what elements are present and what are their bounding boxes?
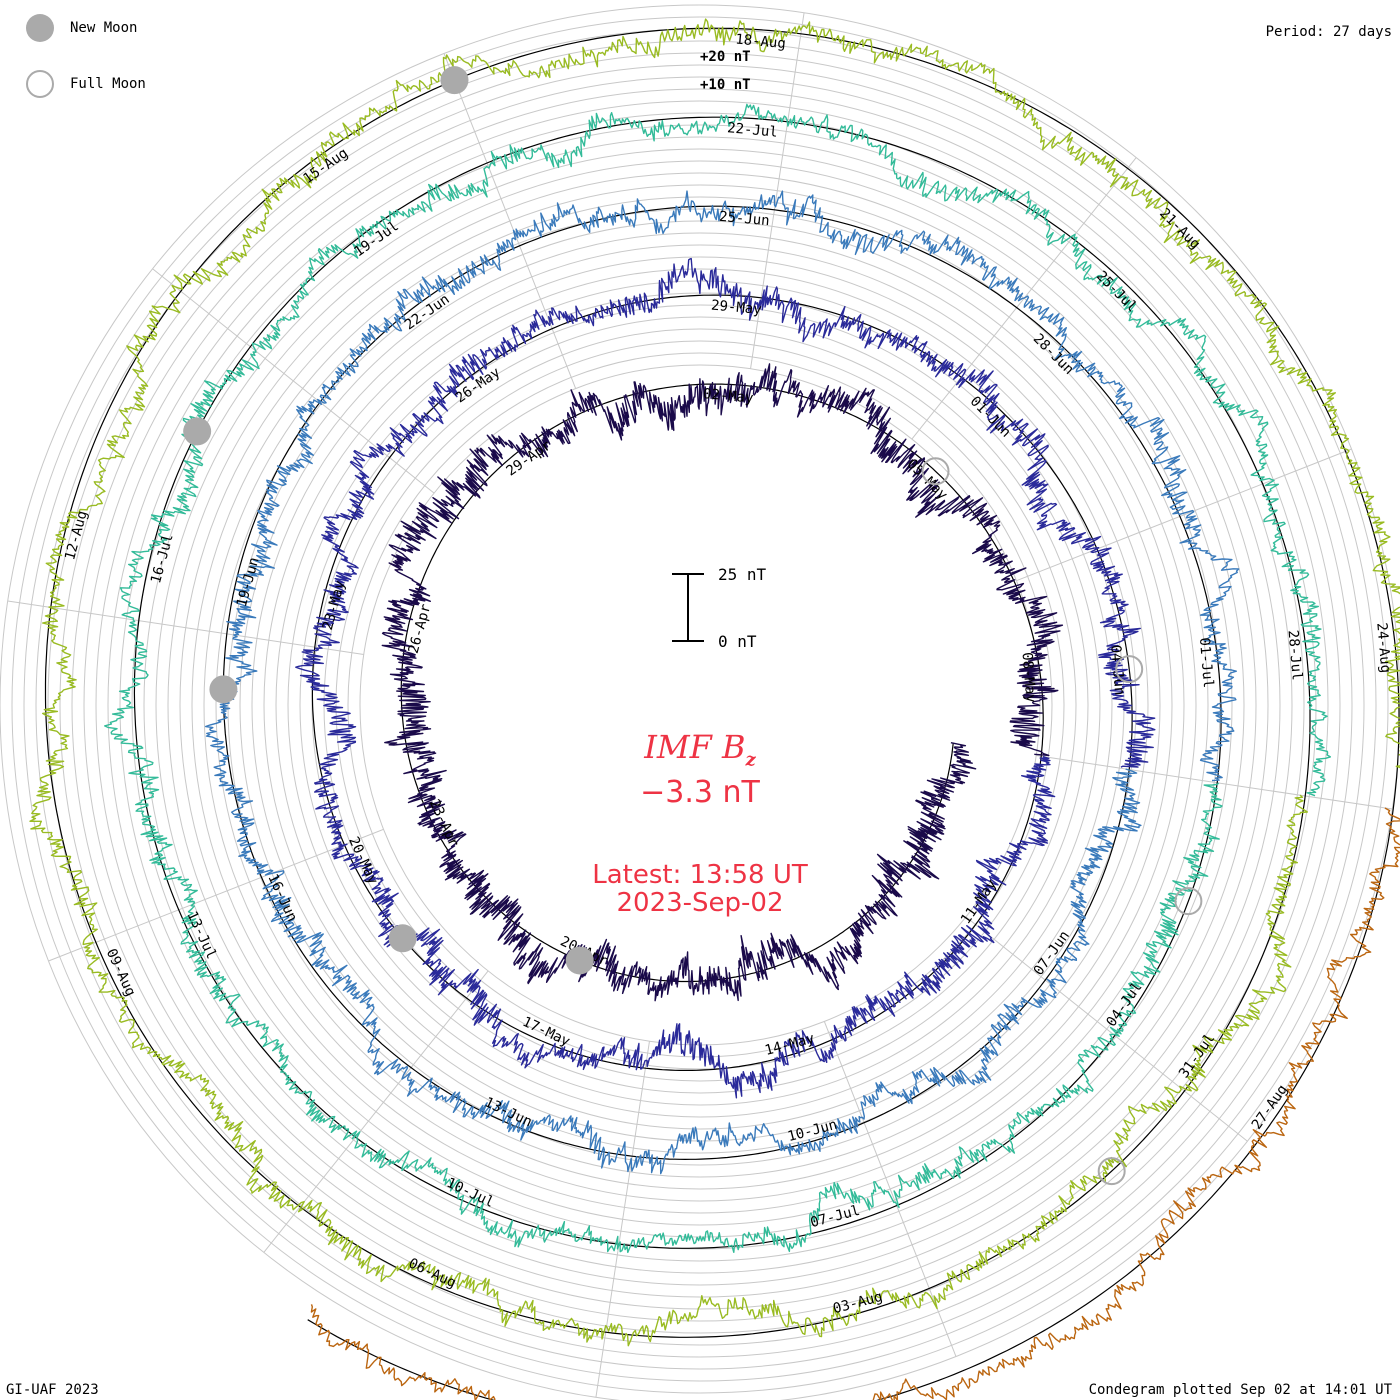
grid-circle xyxy=(227,232,1173,1178)
grid-spoke xyxy=(152,268,435,494)
grid-circle xyxy=(35,40,1365,1370)
parameter-name-text: IMF B xyxy=(644,728,746,766)
date-label: 23-May xyxy=(320,579,349,632)
grid-circle xyxy=(11,16,1389,1394)
nt-label-20: +20 nT xyxy=(700,49,751,65)
full-moon-marker xyxy=(1115,655,1144,684)
grid-circle xyxy=(347,352,1053,1058)
grid-circle xyxy=(179,184,1221,1226)
grid-spoke xyxy=(595,1041,650,1398)
imf-trace-cycle-6 xyxy=(310,807,1400,1400)
grid-circle xyxy=(299,304,1101,1106)
parameter-name: IMF Bz xyxy=(0,728,1400,770)
grid-spoke xyxy=(263,970,489,1253)
grid-circle xyxy=(191,196,1209,1214)
new-moon-marker xyxy=(209,675,238,704)
date-label: 28-Jul xyxy=(1285,629,1305,681)
legend-new-moon: New Moon xyxy=(26,13,137,43)
date-label: 29-May xyxy=(710,297,762,318)
moon-marker-layer xyxy=(183,66,1203,1186)
date-label: 17-May xyxy=(520,1014,573,1050)
grid-spoke xyxy=(7,600,364,655)
parameter-subscript: z xyxy=(745,749,756,771)
grid-circle xyxy=(155,160,1245,1250)
grid-circle xyxy=(23,28,1377,1382)
latest-time: Latest: 13:58 UT xyxy=(592,860,808,890)
full-moon-marker xyxy=(1174,887,1203,916)
grid-circle xyxy=(239,244,1161,1166)
date-label: 24-Aug xyxy=(1373,622,1393,674)
date-label: 26-Apr xyxy=(406,602,435,655)
date-label: 09-Aug xyxy=(103,946,139,999)
grid-circle xyxy=(95,100,1305,1310)
imf-trace-cycle-1 xyxy=(381,363,1064,1002)
plotted-timestamp: Condegram plotted Sep 02 at 14:01 UT xyxy=(1088,1382,1392,1398)
grid-circle xyxy=(203,208,1197,1202)
grid-circle xyxy=(143,148,1257,1262)
new-moon-marker xyxy=(183,417,212,446)
full-moon-icon xyxy=(26,70,54,98)
new-moon-marker xyxy=(388,924,417,953)
new-moon-icon xyxy=(26,14,54,42)
period-label: Period: 27 days xyxy=(1265,24,1392,40)
new-moon-marker xyxy=(440,66,469,95)
grid-spoke xyxy=(750,12,805,369)
date-label: 02-May xyxy=(702,386,754,407)
grid-circle xyxy=(119,124,1281,1286)
imf-trace-cycle-5 xyxy=(29,18,1400,1347)
date-label: 08-May xyxy=(1018,652,1038,704)
grid-circle xyxy=(215,220,1185,1190)
grid-spoke xyxy=(823,1021,957,1357)
scale-bottom-label: 0 nT xyxy=(718,632,757,651)
date-label: 18-Aug xyxy=(735,32,787,53)
imf-trace-cycle-4 xyxy=(104,103,1331,1254)
grid-spoke xyxy=(1036,755,1393,810)
grid-spoke xyxy=(1016,448,1352,582)
date-label: 25-Jun xyxy=(718,209,770,230)
current-value: −3.3 nT xyxy=(640,775,760,810)
grid-circle xyxy=(251,256,1149,1154)
grid-layer xyxy=(0,4,1400,1400)
grid-spoke xyxy=(965,916,1248,1142)
grid-circle xyxy=(71,76,1329,1334)
nt-label-10: +10 nT xyxy=(700,77,751,93)
imf-trace-cycle-2 xyxy=(295,257,1156,1099)
credit-label: GI-UAF 2023 xyxy=(6,1382,99,1398)
scale-bar: 25 nT 0 nT xyxy=(672,565,767,651)
grid-circle xyxy=(131,136,1269,1274)
grid-circle xyxy=(59,64,1341,1346)
nt-scale-labels: +20 nT +10 nT xyxy=(700,49,751,93)
grid-spoke xyxy=(48,828,384,962)
date-label: 22-Jul xyxy=(727,120,779,141)
full-moon-label: Full Moon xyxy=(70,76,146,92)
date-label: 01-Jul xyxy=(1196,637,1216,689)
new-moon-label: New Moon xyxy=(70,20,138,36)
grid-circle xyxy=(359,364,1041,1046)
date-label: 12-Aug xyxy=(62,509,91,562)
legend-full-moon: Full Moon xyxy=(26,69,146,99)
imf-trace-cycle-3 xyxy=(205,190,1240,1175)
grid-circle xyxy=(47,52,1353,1358)
grid-circle xyxy=(83,88,1317,1322)
grid-spoke xyxy=(443,53,577,389)
new-moon-marker xyxy=(565,946,594,975)
grid-circle xyxy=(335,340,1065,1070)
latest-date: 2023-Sep-02 xyxy=(616,888,784,918)
full-moon-marker xyxy=(921,457,950,486)
grid-circle xyxy=(263,268,1137,1142)
trace-layer xyxy=(29,18,1400,1400)
full-moon-marker xyxy=(1097,1157,1126,1186)
grid-circle xyxy=(0,4,1400,1400)
scale-top-label: 25 nT xyxy=(718,565,767,584)
grid-circle xyxy=(107,112,1293,1298)
